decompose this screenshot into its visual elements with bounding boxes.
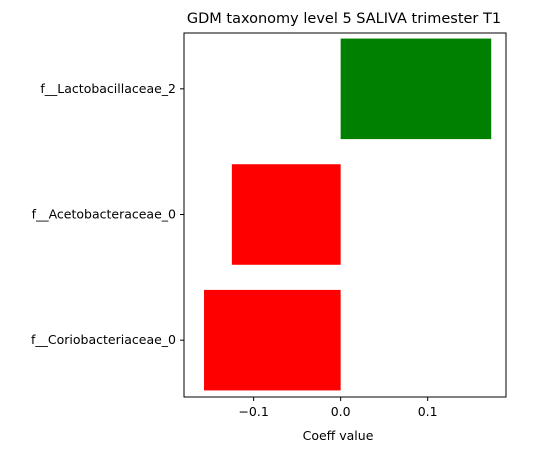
y-tick-label: f__Coriobacteriaceae_0 bbox=[31, 332, 176, 347]
chart-title: GDM taxonomy level 5 SALIVA trimester T1 bbox=[187, 11, 501, 27]
bars bbox=[204, 38, 492, 391]
plot-area-frame bbox=[183, 32, 507, 398]
x-tick-label: −0.1 bbox=[238, 404, 268, 419]
x-tick-label: 0.0 bbox=[331, 404, 351, 419]
x-axis: −0.1 0.0 0.1 bbox=[238, 397, 438, 419]
x-axis-label: Coeff value bbox=[303, 428, 374, 443]
bar-f__Lactobacillaceae_2 bbox=[340, 38, 492, 140]
bar-f__Coriobacteriaceae_0 bbox=[204, 289, 341, 391]
bar-f__Acetobacteraceae_0 bbox=[231, 164, 341, 265]
y-tick-label: f__Lactobacillaceae_2 bbox=[40, 81, 176, 96]
y-tick-label: f__Acetobacteraceae_0 bbox=[32, 207, 176, 222]
x-tick-label: 0.1 bbox=[418, 404, 438, 419]
y-axis: f__Lactobacillaceae_2 f__Acetobacteraceae… bbox=[31, 81, 184, 347]
